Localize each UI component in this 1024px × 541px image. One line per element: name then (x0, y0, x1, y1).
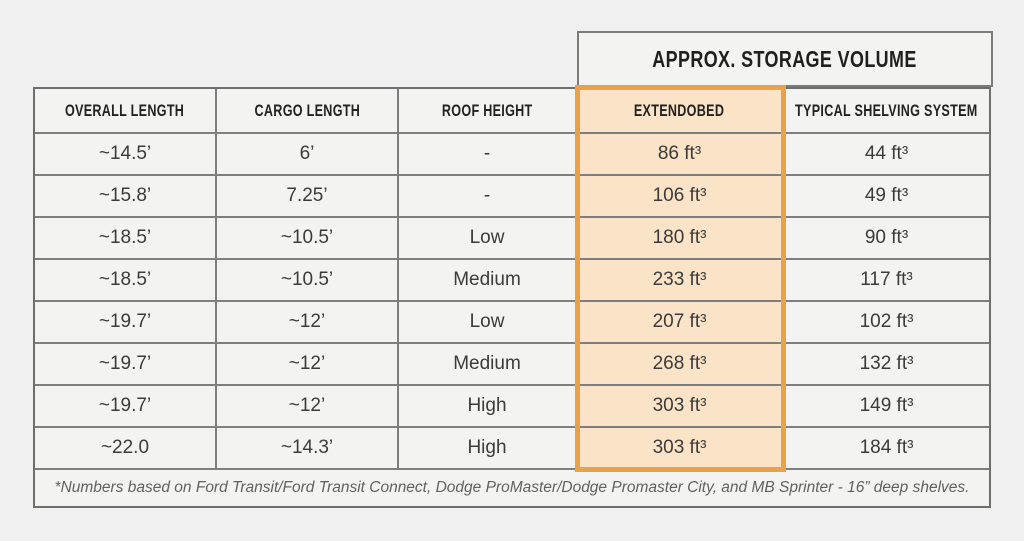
column-header-roof-height: ROOF HEIGHT (399, 89, 575, 132)
column-header-cargo-length: CARGO LENGTH (217, 89, 397, 132)
cell-shelving-volume: 184 ft³ (784, 428, 989, 468)
cell-cargo-length: ~12’ (217, 344, 397, 384)
cell-extendobed-volume: 233 ft³ (577, 260, 782, 300)
cell-roof-height: High (399, 428, 575, 468)
cell-roof-height: - (399, 176, 575, 216)
cell-extendobed-volume: 268 ft³ (577, 344, 782, 384)
cell-overall-length: ~22.0 (35, 428, 215, 468)
cell-overall-length: ~15.8’ (35, 176, 215, 216)
cell-cargo-length: ~12’ (217, 386, 397, 426)
cell-shelving-volume: 90 ft³ (784, 218, 989, 258)
cell-shelving-volume: 44 ft³ (784, 134, 989, 174)
cell-roof-height: - (399, 134, 575, 174)
cell-roof-height: Medium (399, 260, 575, 300)
approx-storage-volume-header: APPROX. STORAGE VOLUME (577, 31, 993, 87)
cell-cargo-length: ~12’ (217, 302, 397, 342)
cell-extendobed-volume: 86 ft³ (577, 134, 782, 174)
cell-overall-length: ~19.7’ (35, 344, 215, 384)
column-header-overall-length: OVERALL LENGTH (35, 89, 215, 132)
cell-cargo-length: 6’ (217, 134, 397, 174)
cell-roof-height: High (399, 386, 575, 426)
storage-volume-table: OVERALL LENGTH CARGO LENGTH ROOF HEIGHT … (33, 87, 991, 508)
column-header-typical-shelving-system: TYPICAL SHELVING SYSTEM (784, 89, 989, 132)
cell-roof-height: Medium (399, 344, 575, 384)
cell-extendobed-volume: 303 ft³ (577, 428, 782, 468)
cell-shelving-volume: 117 ft³ (784, 260, 989, 300)
cell-overall-length: ~19.7’ (35, 302, 215, 342)
cell-overall-length: ~18.5’ (35, 260, 215, 300)
approx-storage-volume-title: APPROX. STORAGE VOLUME (652, 45, 918, 72)
cell-cargo-length: ~14.3’ (217, 428, 397, 468)
cell-shelving-volume: 132 ft³ (784, 344, 989, 384)
cell-cargo-length: ~10.5’ (217, 218, 397, 258)
cell-shelving-volume: 149 ft³ (784, 386, 989, 426)
cell-cargo-length: 7.25’ (217, 176, 397, 216)
cell-extendobed-volume: 207 ft³ (577, 302, 782, 342)
cell-overall-length: ~19.7’ (35, 386, 215, 426)
cell-roof-height: Low (399, 302, 575, 342)
cell-overall-length: ~14.5’ (35, 134, 215, 174)
cell-roof-height: Low (399, 218, 575, 258)
cell-extendobed-volume: 180 ft³ (577, 218, 782, 258)
cell-extendobed-volume: 106 ft³ (577, 176, 782, 216)
cell-shelving-volume: 49 ft³ (784, 176, 989, 216)
cell-overall-length: ~18.5’ (35, 218, 215, 258)
cell-extendobed-volume: 303 ft³ (577, 386, 782, 426)
cell-cargo-length: ~10.5’ (217, 260, 397, 300)
table-footnote: *Numbers based on Ford Transit/Ford Tran… (35, 470, 989, 506)
column-header-extendobed: EXTENDOBED (577, 89, 782, 132)
cell-shelving-volume: 102 ft³ (784, 302, 989, 342)
